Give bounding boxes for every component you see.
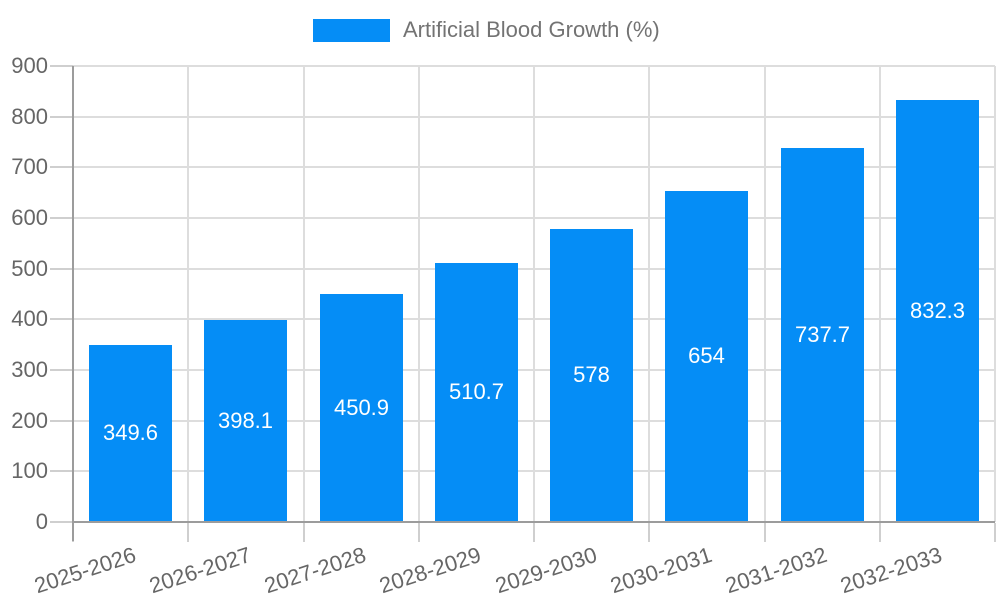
bar[interactable] xyxy=(435,263,518,521)
y-tick-label: 0 xyxy=(35,509,48,534)
x-tick-label: 2027-2028 xyxy=(260,542,369,599)
bar-value-label: 737.7 xyxy=(794,322,851,347)
x-axis-tick xyxy=(879,523,881,542)
gridline-vertical xyxy=(187,66,189,522)
bar-value-label: 450.9 xyxy=(333,395,390,420)
x-axis-tick xyxy=(994,523,996,542)
y-tick-label: 400 xyxy=(11,306,48,331)
y-tick-label: 100 xyxy=(11,458,48,483)
y-tick-label: 200 xyxy=(11,408,48,433)
y-tick-label: 900 xyxy=(11,53,48,78)
bar[interactable] xyxy=(204,320,287,521)
gridline-vertical xyxy=(418,66,420,522)
x-tick-label: 2026-2027 xyxy=(145,542,254,599)
bar[interactable] xyxy=(89,345,172,521)
x-axis-tick xyxy=(648,523,650,542)
bar-value-label: 398.1 xyxy=(217,408,274,433)
bar[interactable] xyxy=(896,100,979,521)
legend-swatch xyxy=(313,18,390,42)
bar[interactable] xyxy=(320,294,403,521)
bar-value-label: 349.6 xyxy=(102,420,159,445)
bar-value-label: 832.3 xyxy=(909,298,966,323)
y-axis-tick xyxy=(50,65,73,67)
gridline-vertical xyxy=(533,66,535,522)
x-axis-tick xyxy=(187,523,189,542)
y-axis-tick xyxy=(50,166,73,168)
x-tick-label: 2031-2032 xyxy=(721,542,830,599)
x-tick-label: 2030-2031 xyxy=(606,542,715,599)
y-axis-tick xyxy=(50,521,73,523)
gridline-vertical xyxy=(303,66,305,522)
gridline-vertical xyxy=(994,66,996,522)
bar-value-label: 510.7 xyxy=(448,379,505,404)
y-tick-label: 500 xyxy=(11,256,48,281)
gridline-vertical xyxy=(879,66,881,522)
bar-value-label: 654 xyxy=(688,343,725,368)
bar[interactable] xyxy=(550,229,633,521)
y-tick-label: 300 xyxy=(11,357,48,382)
x-axis-tick xyxy=(533,523,535,542)
x-tick-label: 2028-2029 xyxy=(375,542,484,599)
y-axis-tick xyxy=(50,116,73,118)
x-axis-tick xyxy=(418,523,420,542)
y-tick-label: 600 xyxy=(11,205,48,230)
x-axis-tick xyxy=(303,523,305,542)
x-axis-tick xyxy=(764,523,766,542)
y-axis-line xyxy=(72,66,74,541)
x-tick-label: 2025-2026 xyxy=(30,542,139,599)
bar[interactable] xyxy=(781,148,864,521)
y-axis-tick xyxy=(50,470,73,472)
bar-value-label: 578 xyxy=(573,362,610,387)
legend-label: Artificial Blood Growth (%) xyxy=(403,17,660,42)
x-axis-line xyxy=(72,521,995,523)
y-axis-tick xyxy=(50,217,73,219)
y-axis-tick xyxy=(50,420,73,422)
bar[interactable] xyxy=(665,191,748,521)
y-tick-label: 800 xyxy=(11,104,48,129)
gridline-vertical xyxy=(764,66,766,522)
y-tick-label: 700 xyxy=(11,154,48,179)
y-axis-tick xyxy=(50,369,73,371)
gridline-vertical xyxy=(648,66,650,522)
x-tick-label: 2029-2030 xyxy=(491,542,600,599)
x-tick-label: 2032-2033 xyxy=(836,542,945,599)
legend[interactable]: Artificial Blood Growth (%) xyxy=(313,16,660,44)
y-axis-tick xyxy=(50,318,73,320)
y-axis-tick xyxy=(50,268,73,270)
